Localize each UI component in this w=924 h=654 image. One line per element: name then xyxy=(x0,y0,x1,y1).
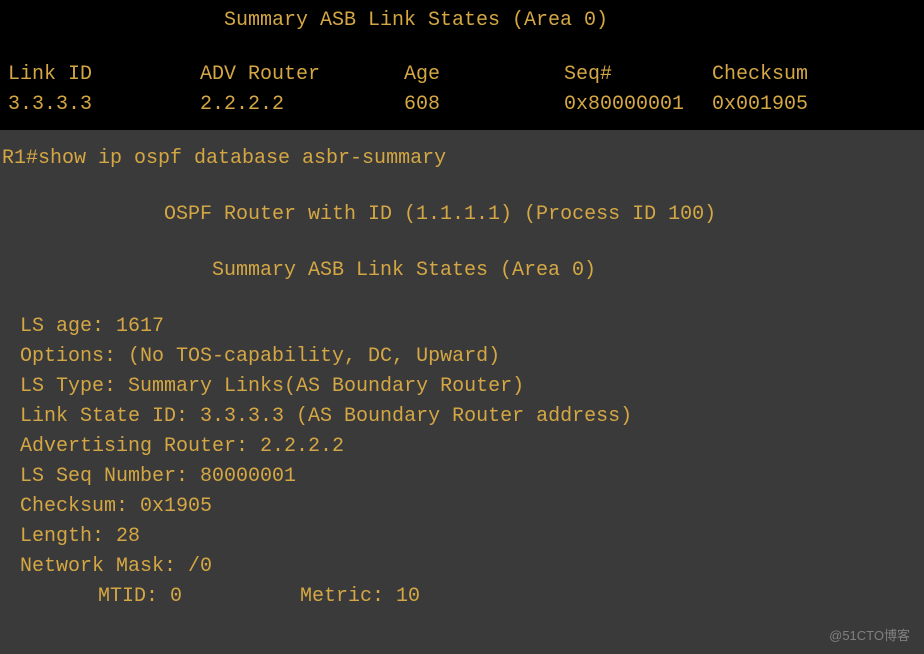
mtid: MTID: 0 xyxy=(98,582,300,612)
watermark: @51CTO博客 xyxy=(829,625,910,644)
options: Options: (No TOS-capability, DC, Upward) xyxy=(0,342,924,372)
network-mask: Network Mask: /0 xyxy=(0,552,924,582)
top-title: Summary ASB Link States (Area 0) xyxy=(8,6,916,36)
header-link-id: Link ID xyxy=(8,60,200,90)
header-checksum: Checksum xyxy=(712,60,832,90)
length: Length: 28 xyxy=(0,522,924,552)
metric: Metric: 10 xyxy=(300,582,420,612)
checksum: Checksum: 0x1905 xyxy=(0,492,924,522)
advertising-router: Advertising Router: 2.2.2.2 xyxy=(0,432,924,462)
cell-seq: 0x80000001 xyxy=(564,90,712,120)
bottom-title: Summary ASB Link States (Area 0) xyxy=(0,256,924,286)
ospf-detail-panel: R1#show ip ospf database asbr-summary OS… xyxy=(0,138,924,622)
cell-age: 608 xyxy=(404,90,564,120)
mtid-metric-line: MTID: 0 Metric: 10 xyxy=(0,582,924,612)
ls-age: LS age: 1617 xyxy=(0,312,924,342)
cell-checksum: 0x001905 xyxy=(712,90,832,120)
summary-panel-top: Summary ASB Link States (Area 0) Link ID… xyxy=(0,0,924,130)
table-row: 3.3.3.3 2.2.2.2 608 0x80000001 0x001905 xyxy=(8,90,916,120)
cli-prompt: R1#show ip ospf database asbr-summary xyxy=(0,144,924,174)
cell-adv-router: 2.2.2.2 xyxy=(200,90,404,120)
ls-seq-number: LS Seq Number: 80000001 xyxy=(0,462,924,492)
header-age: Age xyxy=(404,60,564,90)
link-state-id: Link State ID: 3.3.3.3 (AS Boundary Rout… xyxy=(0,402,924,432)
cell-link-id: 3.3.3.3 xyxy=(8,90,200,120)
router-id-line: OSPF Router with ID (1.1.1.1) (Process I… xyxy=(0,200,924,230)
ls-type: LS Type: Summary Links(AS Boundary Route… xyxy=(0,372,924,402)
header-adv-router: ADV Router xyxy=(200,60,404,90)
table-header: Link ID ADV Router Age Seq# Checksum xyxy=(8,60,916,90)
header-seq: Seq# xyxy=(564,60,712,90)
